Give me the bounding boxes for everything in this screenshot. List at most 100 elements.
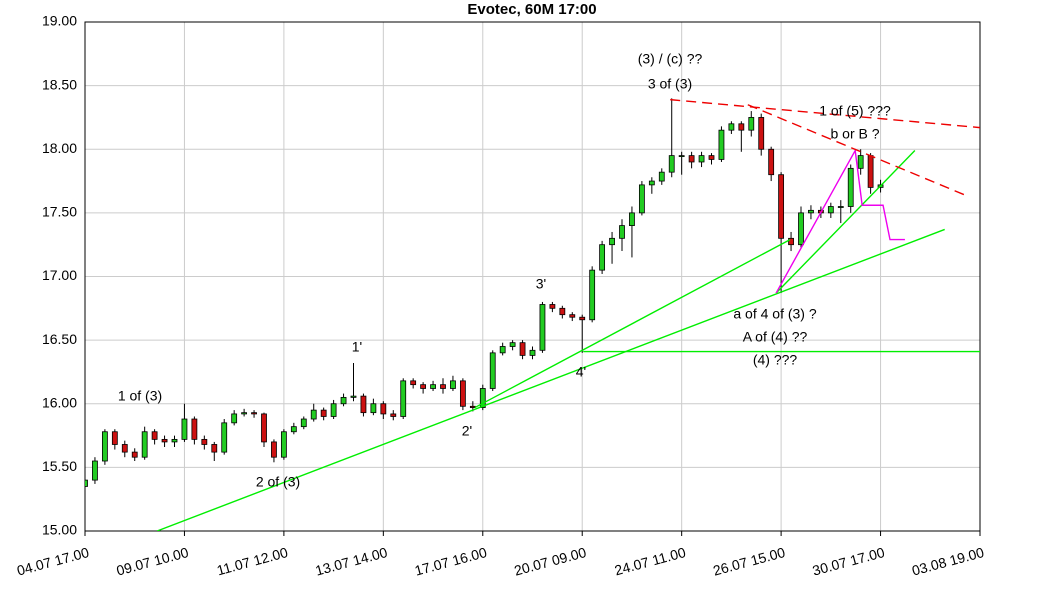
candle-body [589, 269, 596, 321]
plot-frame [84, 21, 981, 532]
candle-body [778, 174, 785, 239]
candle-body [101, 431, 108, 462]
annotation: 2 of (3) [256, 474, 300, 490]
candle-body [718, 129, 725, 160]
candle-body [191, 418, 198, 440]
y-tick-label: 19.00 [42, 13, 77, 29]
candle-body [738, 123, 745, 131]
candle-body [380, 403, 387, 415]
candle-body [629, 212, 635, 227]
candle-body [221, 422, 228, 453]
candle-body [837, 206, 844, 208]
y-tick-label: 18.00 [42, 140, 77, 156]
y-tick-label: 15.50 [42, 458, 77, 474]
trend-line [156, 228, 945, 531]
annotation: b or B ? [830, 126, 879, 142]
annotation: 3' [536, 276, 546, 292]
candle-body [320, 409, 327, 417]
candle-body [241, 412, 248, 415]
candle-body [330, 403, 337, 417]
candle-body [151, 431, 158, 440]
annotation: A of (4) ?? [743, 329, 808, 345]
annotation: 2' [462, 423, 472, 439]
plot [85, 98, 980, 531]
y-tick-label: 17.50 [42, 204, 77, 220]
candle-body [390, 413, 397, 417]
candle-body [668, 155, 675, 173]
candle-body [519, 342, 526, 356]
trend-line [474, 238, 791, 409]
candle-body [579, 316, 586, 321]
annotation: 4' [576, 364, 586, 380]
candle-body [430, 384, 436, 389]
candle-body [310, 409, 317, 420]
annotation: 3 of (3) [648, 76, 692, 92]
candle-body [708, 155, 715, 160]
y-tick-label: 18.50 [42, 76, 77, 92]
candle-body [559, 307, 566, 316]
candle-body [688, 155, 695, 163]
candle-body [400, 380, 407, 417]
candle-body [509, 342, 516, 347]
candle-body [459, 380, 466, 407]
annotation: 1 of (5) ??? [819, 103, 891, 119]
annotation: (4) ??? [753, 352, 798, 368]
candle-body [261, 413, 267, 443]
candle-body [867, 155, 874, 188]
candle-body [440, 384, 446, 389]
annotation: 1' [352, 339, 362, 355]
candle-body [141, 431, 148, 458]
candle-body [619, 225, 625, 239]
candle-body [231, 413, 238, 424]
candle-body [569, 314, 576, 318]
candle-body [370, 403, 377, 414]
chart-title: Evotec, 60M 17:00 [467, 1, 596, 18]
candle-body [788, 237, 794, 246]
candle-body [549, 304, 556, 309]
candle-body [161, 438, 168, 443]
trend-line [747, 104, 966, 196]
annotation: 1 of (3) [118, 388, 162, 404]
annotation: a of 4 of (3) ? [733, 306, 816, 322]
candle-body [181, 418, 188, 440]
candle-body [529, 349, 536, 356]
candle-body [121, 444, 128, 453]
candle-body [678, 155, 685, 158]
candle-body [698, 155, 705, 163]
candle-body [648, 180, 655, 186]
candle-body [658, 171, 665, 182]
candle-body [827, 206, 834, 214]
candle-body [85, 479, 88, 487]
candle-body [280, 431, 287, 458]
candle-body [599, 244, 606, 271]
candle-body [539, 304, 546, 351]
candle-body [768, 148, 775, 176]
y-tick-label: 15.00 [42, 522, 77, 538]
trend-line [775, 148, 905, 294]
candle-body [410, 380, 417, 386]
candle-body [271, 441, 277, 458]
candle-body [350, 395, 357, 398]
annotation: (3) / (c) ?? [638, 51, 703, 67]
candle-body [728, 123, 735, 131]
y-tick-label: 17.00 [42, 267, 77, 283]
candle-body [499, 346, 506, 354]
candle-body [847, 167, 854, 207]
candle-body [171, 438, 178, 443]
candle-body [857, 155, 864, 169]
trend-line [775, 150, 916, 294]
candle-body [798, 212, 804, 246]
candle-body [450, 380, 456, 389]
candle-body [609, 237, 615, 246]
candle-body [111, 431, 118, 445]
candle-body [808, 209, 814, 214]
candle-body [479, 388, 486, 408]
y-tick-label: 16.50 [42, 331, 77, 347]
candle-body [92, 460, 98, 481]
candle-body [131, 451, 138, 458]
y-tick-label: 16.00 [42, 394, 77, 410]
candle-body [360, 395, 367, 414]
candle-body [420, 384, 427, 389]
